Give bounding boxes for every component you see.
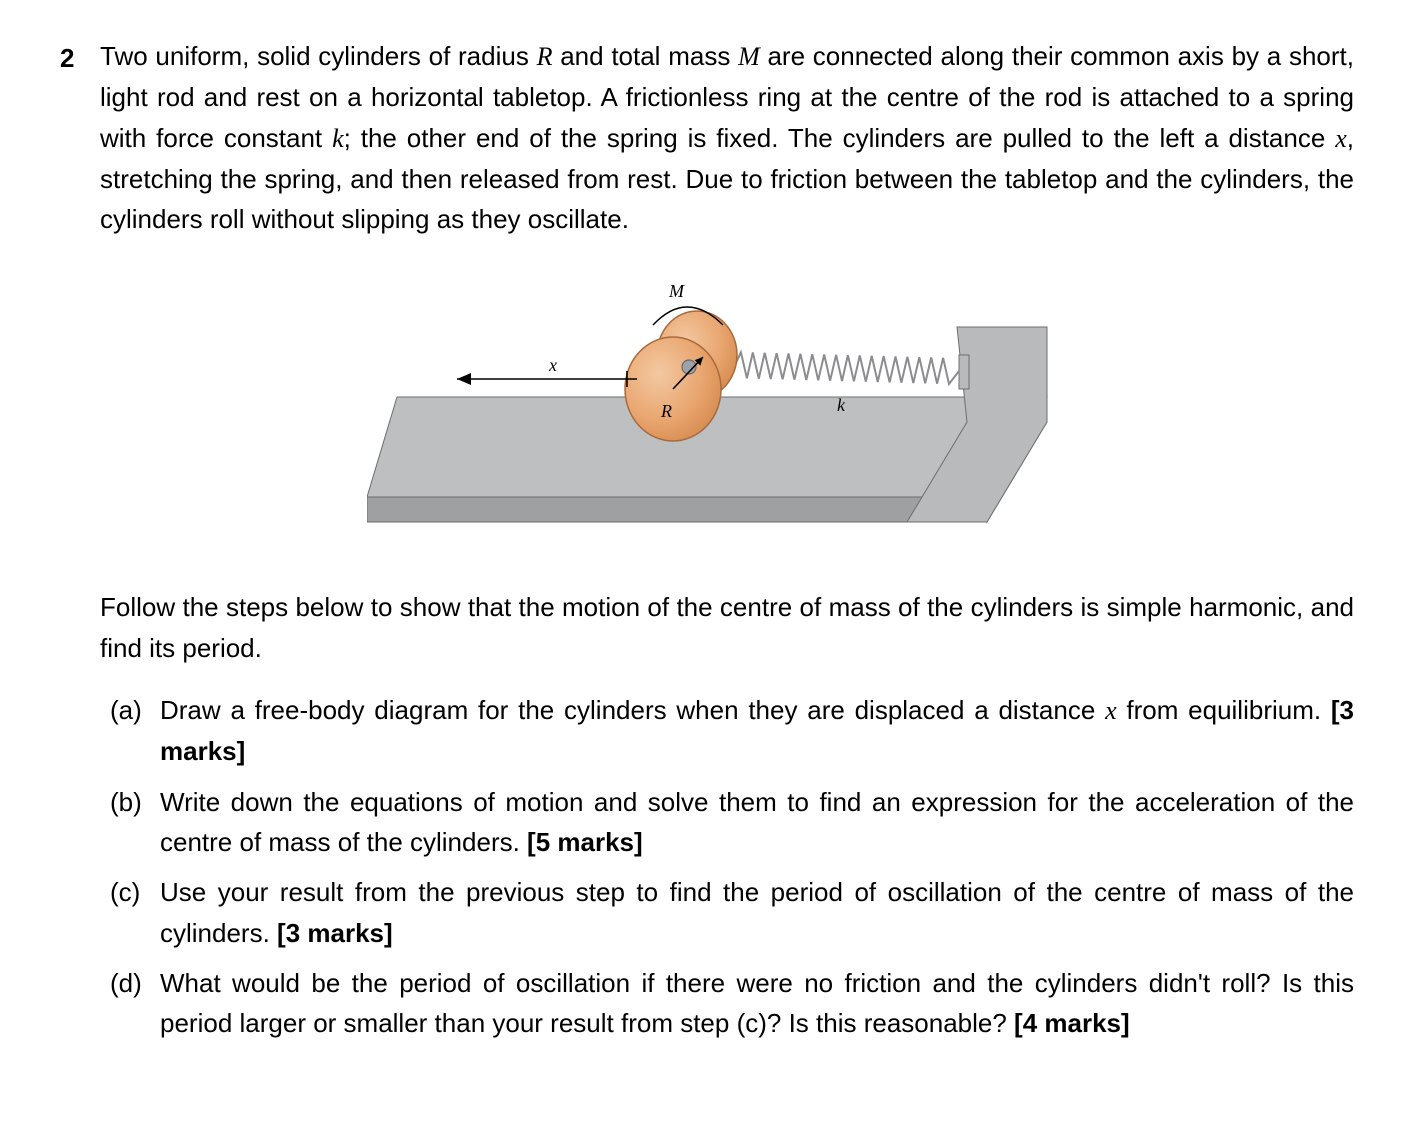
lead-text: Follow the steps below to show that the …: [100, 587, 1354, 668]
subpart-text: Write down the equations of motion and s…: [160, 782, 1354, 863]
subparts-list: (a)Draw a free-body diagram for the cyli…: [100, 690, 1354, 1043]
question-body: Two uniform, solid cylinders of radius R…: [100, 36, 1354, 1053]
svg-text:x: x: [548, 355, 557, 375]
subpart: (a)Draw a free-body diagram for the cyli…: [110, 690, 1354, 772]
subpart: (b)Write down the equations of motion an…: [110, 782, 1354, 863]
svg-text:R: R: [660, 401, 672, 421]
svg-text:k: k: [837, 395, 846, 415]
physics-figure: M Rk x: [367, 267, 1087, 527]
subpart-label: (c): [110, 872, 160, 912]
subpart-label: (a): [110, 690, 160, 730]
subpart-text: What would be the period of oscillation …: [160, 963, 1354, 1044]
subpart: (c)Use your result from the previous ste…: [110, 872, 1354, 953]
page: 2 Two uniform, solid cylinders of radius…: [0, 0, 1414, 1126]
subpart-text: Draw a free-body diagram for the cylinde…: [160, 690, 1354, 772]
subpart-text: Use your result from the previous step t…: [160, 872, 1354, 953]
subpart-label: (d): [110, 963, 160, 1003]
subpart-label: (b): [110, 782, 160, 822]
question-row: 2 Two uniform, solid cylinders of radius…: [60, 36, 1354, 1053]
svg-text:M: M: [668, 281, 685, 301]
question-text: Two uniform, solid cylinders of radius R…: [100, 36, 1354, 239]
question-number: 2: [60, 36, 100, 78]
subpart: (d)What would be the period of oscillati…: [110, 963, 1354, 1044]
figure-container: M Rk x: [100, 267, 1354, 527]
